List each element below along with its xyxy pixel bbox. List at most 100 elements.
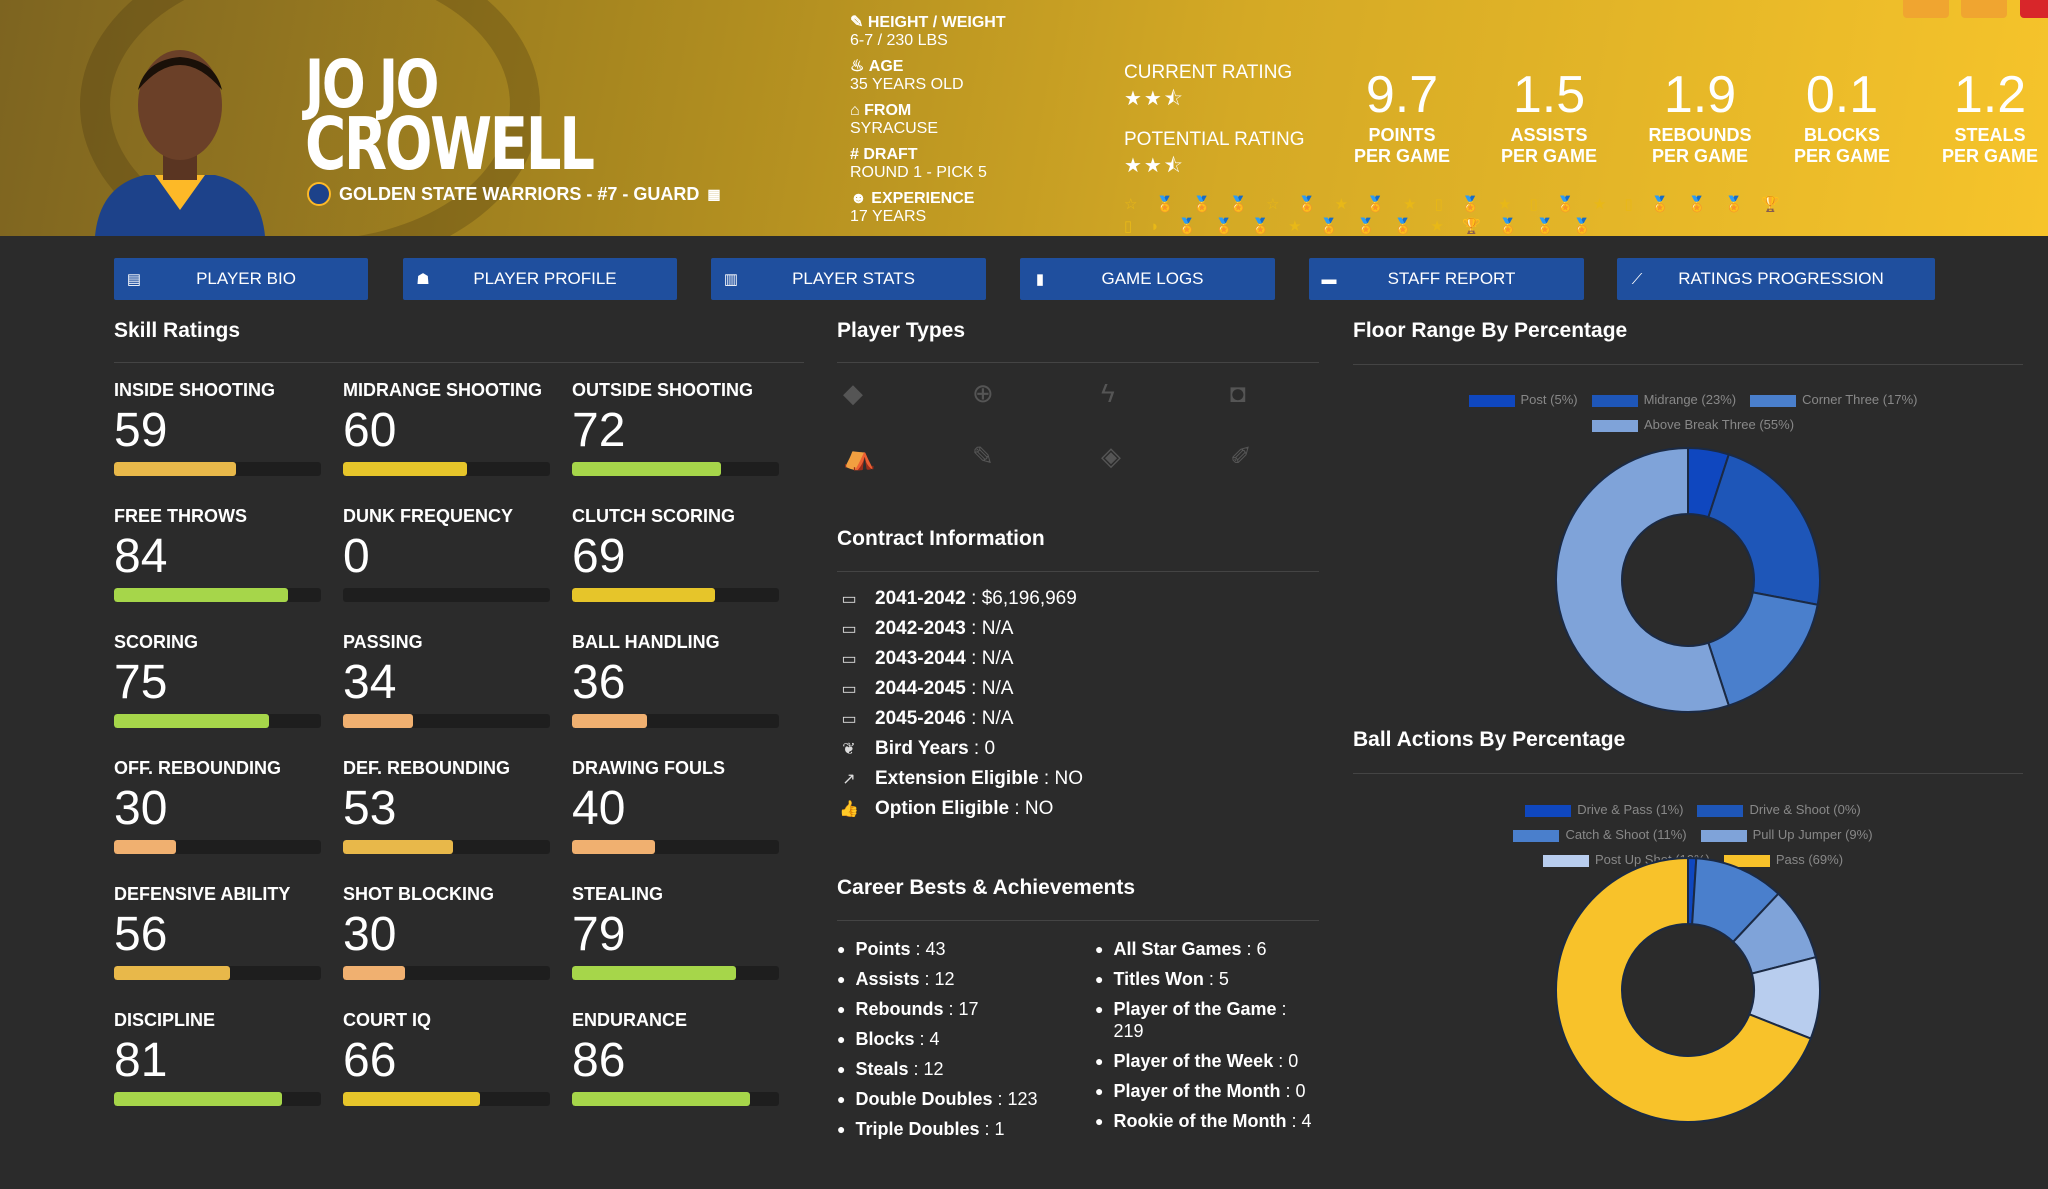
tab-player-stats[interactable]: ▥ PLAYER STATS: [711, 258, 986, 300]
tab-ratings-progression[interactable]: ⟋ RATINGS PROGRESSION: [1617, 258, 1935, 300]
stat-assists: 1.5 ASSISTS PER GAME: [1500, 66, 1597, 166]
skill-value: 72: [572, 404, 626, 457]
legend-item[interactable]: Drive & Shoot (0%): [1697, 802, 1861, 817]
career-best-item: ● Points : 43: [837, 938, 946, 960]
career-best-text: Player of the Game : 219: [1113, 999, 1287, 1041]
career-best-value: 4: [929, 1029, 940, 1049]
bio-age: ♨ AGE 35 YEARS OLD: [850, 58, 964, 93]
tab-game-logs[interactable]: ▮ GAME LOGS: [1020, 258, 1275, 300]
skill-value: 86: [572, 1034, 626, 1087]
donut-slice[interactable]: [1707, 591, 1819, 707]
skill-value: 75: [114, 656, 168, 709]
tab-player-bio[interactable]: ▤ PLAYER BIO: [114, 258, 368, 300]
bullet-icon: ●: [1095, 941, 1104, 957]
skill-bar-fill: [114, 966, 230, 980]
skill-bar: [343, 714, 550, 728]
contract-text: Bird Years : 0: [875, 738, 996, 759]
bullet-icon: ●: [837, 971, 846, 987]
contract-label: 2044-2045: [875, 678, 966, 699]
ruler-icon: ✎: [850, 14, 864, 31]
career-best-value: 43: [925, 939, 946, 959]
career-best-text: Assists : 12: [855, 969, 955, 989]
close-button[interactable]: [2020, 0, 2048, 18]
legend-item[interactable]: Pull Up Jumper (9%): [1700, 827, 1873, 842]
skill-bar: [114, 588, 321, 602]
bio-height-weight: ✎ HEIGHT / WEIGHT 6-7 / 230 LBS: [850, 14, 1006, 49]
career-best-item: ● Rebounds : 17: [837, 998, 979, 1020]
bar-chart-icon: ▥: [723, 271, 739, 288]
legend-item[interactable]: Drive & Pass (1%): [1525, 802, 1683, 817]
legend-label: Post (5%): [1520, 392, 1578, 407]
skill-rating: SHOT BLOCKING 30: [343, 884, 550, 980]
hashtag-icon: #: [850, 146, 859, 163]
legend-swatch: [1723, 854, 1770, 867]
contract-label: 2041-2042: [875, 588, 966, 609]
achievement-icons: ☆ 🏅 🏅 🏅 ☆ 🏅 ★ 🏅 ★ ▯ 🏅 ★ ▯ 🏅 ★ ▯ 🏅 🏅 🏅 🏆 …: [1124, 196, 1788, 235]
career-best-label: Triple Doubles: [855, 1119, 980, 1139]
legend-item[interactable]: Post (5%): [1468, 392, 1578, 407]
current-rating-label: CURRENT RATING: [1124, 62, 1293, 83]
divider: [114, 362, 804, 363]
player-header: JO JO CROWELL GOLDEN STATE WARRIORS - #7…: [0, 0, 2048, 236]
contract-row: ▭ 2041-2042 : $6,196,969: [837, 588, 1076, 610]
skill-bar-fill: [572, 840, 655, 854]
thumbs-up-icon: 👍: [839, 801, 859, 818]
donut-slice[interactable]: [1707, 453, 1821, 606]
skill-bar-fill: [114, 1092, 282, 1106]
team-line: GOLDEN STATE WARRIORS - #7 - GUARD ▦: [307, 182, 721, 206]
skill-bar-fill: [114, 462, 237, 476]
ball-actions-title: Ball Actions By Percentage: [1353, 728, 1626, 751]
bullet-icon: ●: [1095, 1083, 1104, 1099]
tab-player-profile[interactable]: ☗ PLAYER PROFILE: [403, 258, 677, 300]
next-player-button[interactable]: [1961, 0, 2007, 18]
skill-value: 59: [114, 404, 168, 457]
potential-rating-stars: ★★⯪: [1124, 155, 1185, 177]
feather-icon: ❦: [842, 741, 856, 758]
skill-name: DISCIPLINE: [114, 1010, 216, 1030]
skill-name: DEF. REBOUNDING: [343, 758, 511, 778]
career-best-item: ● Double Doubles : 123: [837, 1088, 1038, 1110]
career-best-label: Assists: [855, 969, 920, 989]
skill-name: OFF. REBOUNDING: [114, 758, 282, 778]
career-best-text: Rookie of the Month : 4: [1113, 1111, 1312, 1131]
donut-slice[interactable]: [1555, 856, 1813, 1123]
contract-row: ▭ 2045-2046 : N/A: [837, 708, 1013, 730]
legend-item[interactable]: Above Break Three (55%): [1591, 417, 1795, 432]
skill-bar: [114, 966, 321, 980]
skill-name: FREE THROWS: [114, 506, 247, 526]
skill-rating: OFF. REBOUNDING 30: [114, 758, 321, 854]
tab-staff-report[interactable]: ▬ STAFF REPORT: [1309, 258, 1584, 300]
legend-item[interactable]: Corner Three (17%): [1750, 392, 1917, 407]
bio-list: ✎ HEIGHT / WEIGHT 6-7 / 230 LBS ♨ AGE 35 Y…: [850, 14, 1006, 234]
skill-value: 30: [343, 908, 397, 961]
floor-range-title: Floor Range By Percentage: [1353, 319, 1628, 342]
career-best-item: ● Triple Doubles : 1: [837, 1118, 1005, 1140]
legend-label: Corner Three (17%): [1802, 392, 1918, 407]
stat-points: 9.7 POINTS PER GAME: [1353, 66, 1450, 166]
skill-bar: [343, 1092, 550, 1106]
legend-item[interactable]: Catch & Shoot (11%): [1513, 827, 1687, 842]
legend-item[interactable]: Pass (69%): [1723, 852, 1844, 867]
legend-item[interactable]: Midrange (23%): [1591, 392, 1737, 407]
career-best-text: Steals : 12: [855, 1059, 944, 1079]
contract-value: 0: [984, 738, 996, 759]
bullet-icon: ●: [1095, 1001, 1104, 1017]
skill-bar-fill: [343, 1092, 480, 1106]
skill-name: SHOT BLOCKING: [343, 884, 494, 904]
skill-rating: PASSING 34: [343, 632, 550, 728]
legend-label: Midrange (23%): [1643, 392, 1737, 407]
career-best-value: 17: [958, 999, 979, 1019]
skill-name: BALL HANDLING: [572, 632, 720, 652]
skill-bar-fill: [572, 1092, 751, 1106]
legend-label: Pass (69%): [1775, 852, 1844, 867]
broom-icon: ⛺: [843, 441, 876, 471]
contract-label: Bird Years: [875, 738, 969, 759]
legend-label: Above Break Three (55%): [1643, 417, 1795, 432]
prev-player-button[interactable]: [1903, 0, 1949, 18]
divider: [837, 920, 1319, 921]
donut-slice[interactable]: [1555, 446, 1731, 713]
career-best-item: ● Player of the Game : 219: [1095, 998, 1313, 1042]
contract-value: N/A: [981, 648, 1014, 669]
legend-label: Catch & Shoot (11%): [1565, 827, 1687, 842]
career-best-label: Steals: [855, 1059, 909, 1079]
